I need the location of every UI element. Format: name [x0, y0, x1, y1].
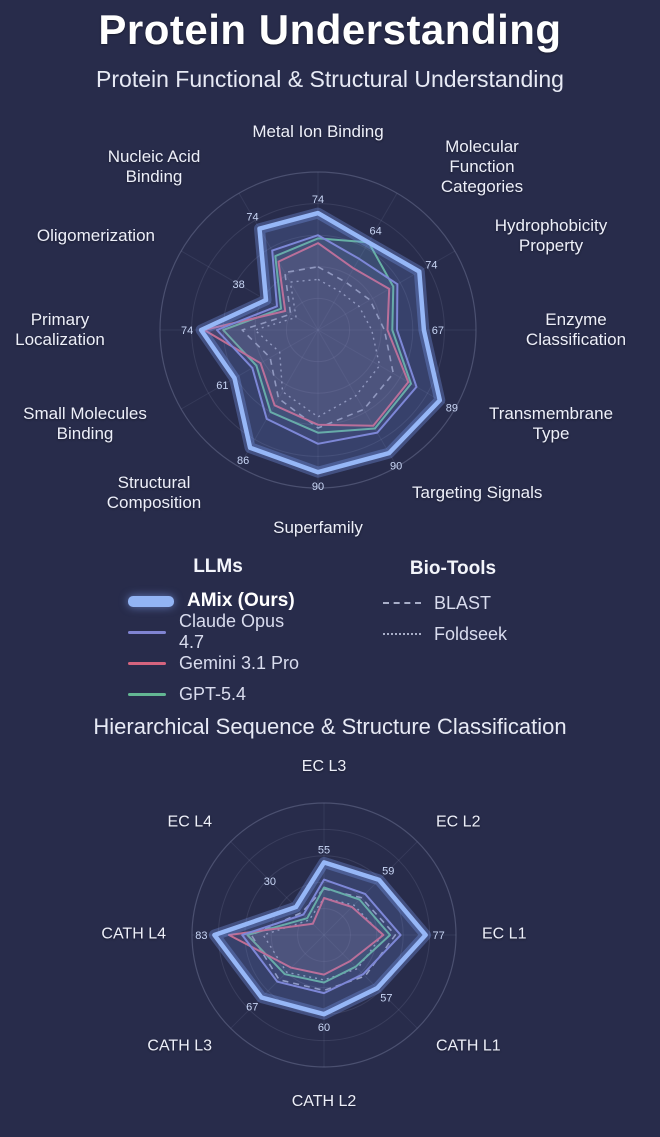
axis-label-ec-l2: EC L2 [436, 813, 481, 831]
value-label-ec-l4: 30 [264, 876, 276, 888]
legend-group-bio-tools: Bio-Tools BLAST Foldseek [383, 558, 523, 653]
axis-label-ec-l3: EC L3 [301, 758, 347, 776]
value-label-nucleic-acid-binding: 74 [246, 212, 258, 224]
axis-spoke [180, 329, 319, 410]
value-label-hydrophobicity-property: 74 [425, 260, 437, 272]
axis-spoke [230, 841, 325, 936]
axis-label-ec-l1: EC L1 [482, 925, 527, 943]
axis-spoke [180, 250, 319, 331]
value-label-structural-composition: 86 [237, 455, 249, 467]
series-claude-opus-4-7 [241, 878, 402, 995]
radar-chart-functional: 74 64 74 67 89 90 90 86 61 74 38 74 Metal Ion Bindin… [0, 100, 660, 560]
legend-item-gemini-3-1-pro: Gemini 3.1 Pro [128, 651, 308, 675]
axis-label-oligomerization: Oligomerization [36, 225, 155, 245]
value-label-cath-l2: 60 [318, 1022, 330, 1034]
axis-spoke [317, 192, 398, 331]
radar-svg: 74 64 74 67 89 90 90 86 61 74 38 74 [159, 171, 477, 493]
series-blast [241, 266, 395, 429]
value-label-primary-localization: 74 [181, 325, 193, 337]
grid-ring [254, 266, 382, 394]
axis-label-primary-localization: Primary Localization [15, 309, 105, 349]
legend-item-foldseek: Foldseek [383, 622, 523, 646]
axis-spoke [323, 841, 418, 936]
value-label-cath-l1: 57 [380, 992, 392, 1004]
axis-spoke [323, 934, 418, 1029]
chart-functional-title: Protein Functional & Structural Understa… [96, 66, 564, 92]
legend-swatch-line-claude-opus-4-7 [128, 630, 166, 634]
series-gpt-5-4 [222, 237, 412, 434]
legend-swatch-line-gemini-3-1-pro [128, 661, 166, 665]
legend-label-amix-ours: AMix (Ours) [187, 590, 295, 611]
value-label-ec-l3: 55 [318, 844, 330, 856]
legend-swatch-line-gpt-5-4 [128, 692, 166, 696]
value-label-small-molecules-binding: 61 [216, 380, 228, 392]
radar-svg: 55 59 77 57 60 67 83 30 [191, 802, 457, 1068]
legend-item-gpt-5-4: GPT-5.4 [128, 682, 308, 706]
axis-label-cath-l4: CATH L4 [101, 925, 166, 943]
axis-label-structural-composition: Structural Composition [106, 472, 202, 512]
radar-chart-hierarchical: 55 59 77 57 60 67 83 30 EC L3 EC L2 EC L1 CATH L1 CA… [0, 748, 660, 1137]
legend-item-blast: BLAST [383, 591, 523, 615]
series-claude-opus-4-7 [215, 234, 418, 445]
value-label-molecular-function-categories: 64 [369, 225, 381, 237]
legend-swatch-thick-amix-ours [128, 595, 174, 607]
chart-hierarchical-title: Hierarchical Sequence & Structure Classi… [93, 714, 567, 739]
legend-title-bio-tools: Bio-Tools [409, 558, 497, 579]
grid-ring [191, 203, 445, 457]
series-amix-ours [198, 210, 443, 475]
value-label-ec-l2: 59 [382, 866, 394, 878]
axis-label-nucleic-acid-binding: Nucleic Acid Binding [107, 146, 201, 186]
legend-label-claude-opus-4-7: Claude Opus 4.7 [179, 611, 285, 652]
value-label-ec-l1: 77 [432, 930, 444, 942]
axis-label-metal-ion-binding: Metal Ion Binding [252, 121, 384, 141]
legend-label-gpt-5-4: GPT-5.4 [179, 683, 247, 704]
axis-spoke [317, 329, 456, 410]
grid-ring [191, 802, 457, 1068]
legend-item-claude-opus-4-7: Claude Opus 4.7 [128, 611, 308, 652]
axis-label-cath-l3: CATH L3 [147, 1037, 212, 1055]
legend-swatch-dotted-foldseek [383, 633, 421, 635]
grid-ring [297, 908, 351, 962]
legend-label-foldseek: Foldseek [434, 623, 508, 644]
page-title: Protein Understanding [98, 6, 562, 53]
axis-label-cath-l2: CATH L2 [291, 1093, 357, 1110]
axis-spoke [317, 329, 398, 468]
value-label-cath-l3: 67 [246, 1002, 258, 1014]
axis-label-molecular-function-categories: Molecular Function Categories [440, 136, 524, 197]
series-blast [250, 888, 397, 992]
axis-label-targeting-signals: Targeting Signals [412, 482, 543, 502]
grid-ring [159, 171, 477, 489]
legend-label-gemini-3-1-pro: Gemini 3.1 Pro [179, 652, 300, 673]
axis-label-ec-l4: EC L4 [167, 813, 212, 831]
axis-spoke [238, 329, 319, 468]
value-label-superfamily: 90 [312, 481, 324, 493]
legend-label-blast: BLAST [434, 592, 492, 613]
axis-label-cath-l1: CATH L1 [436, 1037, 501, 1055]
axis-label-transmembrane-type: Transmembrane Type [488, 403, 614, 443]
value-label-targeting-signals: 90 [390, 460, 402, 472]
legend-item-amix-ours: AMix (Ours) [128, 589, 308, 613]
series-gemini-3-1-pro [203, 242, 410, 427]
grid-ring [285, 297, 351, 363]
series-gemini-3-1-pro [228, 897, 385, 976]
value-label-transmembrane-type: 89 [446, 402, 458, 414]
value-label-oligomerization: 38 [232, 279, 244, 291]
legend-swatch-dashed-blast [383, 602, 421, 604]
axis-label-small-molecules-binding: Small Molecules Binding [23, 403, 147, 443]
grid-ring [270, 881, 378, 989]
axis-label-hydrophobicity-property: Hydrophobicity Property [494, 215, 608, 255]
value-label-enzyme-classification: 67 [432, 325, 444, 337]
axis-label-enzyme-classification: Enzyme Classification [525, 309, 627, 349]
legend-group-llms: LLMs AMix (Ours) Claude Opus 4.7 Gemini 3.1… [128, 556, 308, 713]
series-foldseek [254, 278, 381, 418]
series-amix-ours [212, 860, 428, 1017]
axis-label-superfamily: Superfamily [273, 518, 363, 537]
value-label-metal-ion-binding: 74 [312, 194, 324, 206]
axis-spoke [317, 250, 456, 331]
legend-title-llms: LLMs [193, 556, 243, 577]
value-label-cath-l4: 83 [195, 930, 207, 942]
